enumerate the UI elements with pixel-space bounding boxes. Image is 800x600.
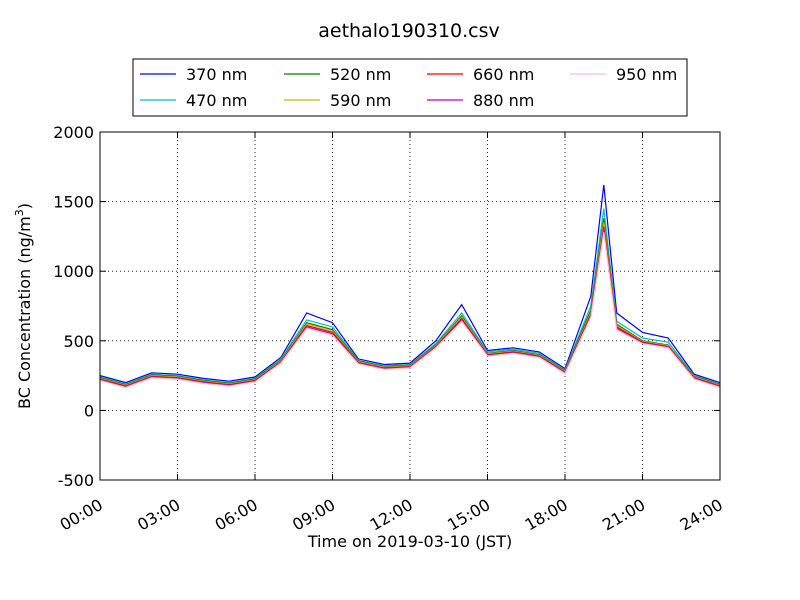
x-tick-label: 03:00 — [134, 495, 183, 535]
y-tick-label: 0 — [84, 401, 94, 420]
series-line-950-nm — [100, 232, 720, 389]
y-tick-label: 1000 — [53, 262, 94, 281]
axis-ticks: 00:00 03:00 06:00 09:00 12:00 15:00 18:00 21:00… — [53, 123, 726, 535]
x-tick-label: 06:00 — [212, 495, 261, 535]
legend-label: 590 nm — [330, 91, 391, 110]
x-tick-label: 21:00 — [599, 495, 648, 535]
y-tick-label: 500 — [63, 332, 94, 351]
legend-label: 520 nm — [330, 65, 391, 84]
legend-label: 660 nm — [473, 65, 534, 84]
y-tick-label: -500 — [58, 471, 94, 490]
legend-item: 950 nm — [570, 65, 677, 84]
series-lines — [100, 184, 720, 389]
y-tick-label: 2000 — [53, 123, 94, 142]
legend-item: 370 nm — [140, 65, 247, 84]
y-axis-label-main: BC Concentration (ng/m — [15, 216, 34, 409]
series-line-660-nm — [100, 226, 720, 387]
legend: 370 nm 470 nm 520 nm 590 nm 660 nm 880 nm 950 … — [132, 58, 688, 117]
legend-box — [132, 58, 688, 117]
legend-label: 370 nm — [186, 65, 247, 84]
chart-title: aethalo190310.csv — [318, 20, 500, 42]
x-tick-label: 00:00 — [57, 495, 106, 535]
legend-item: 880 nm — [427, 91, 534, 110]
legend-label: 950 nm — [616, 65, 677, 84]
x-tick-label: 15:00 — [444, 495, 493, 535]
y-axis-label-close: ) — [15, 203, 34, 209]
x-tick-label: 24:00 — [677, 495, 726, 535]
y-tick-label: 1500 — [53, 193, 94, 212]
legend-item: 520 nm — [284, 65, 391, 84]
gridlines — [100, 132, 720, 480]
x-tick-label: 09:00 — [289, 495, 338, 535]
x-tick-label: 18:00 — [522, 495, 571, 535]
y-axis-label: BC Concentration (ng/m3) — [13, 203, 34, 409]
series-line-520-nm — [100, 218, 720, 386]
legend-item: 660 nm — [427, 65, 534, 84]
y-axis-label-superscript: 3 — [13, 209, 26, 216]
legend-item: 470 nm — [140, 91, 247, 110]
legend-label: 880 nm — [473, 91, 534, 110]
x-tick-label: 12:00 — [367, 495, 416, 535]
legend-label: 470 nm — [186, 91, 247, 110]
x-axis-label: Time on 2019-03-10 (JST) — [307, 532, 512, 551]
legend-item: 590 nm — [284, 91, 391, 110]
series-line-370-nm — [100, 184, 720, 384]
